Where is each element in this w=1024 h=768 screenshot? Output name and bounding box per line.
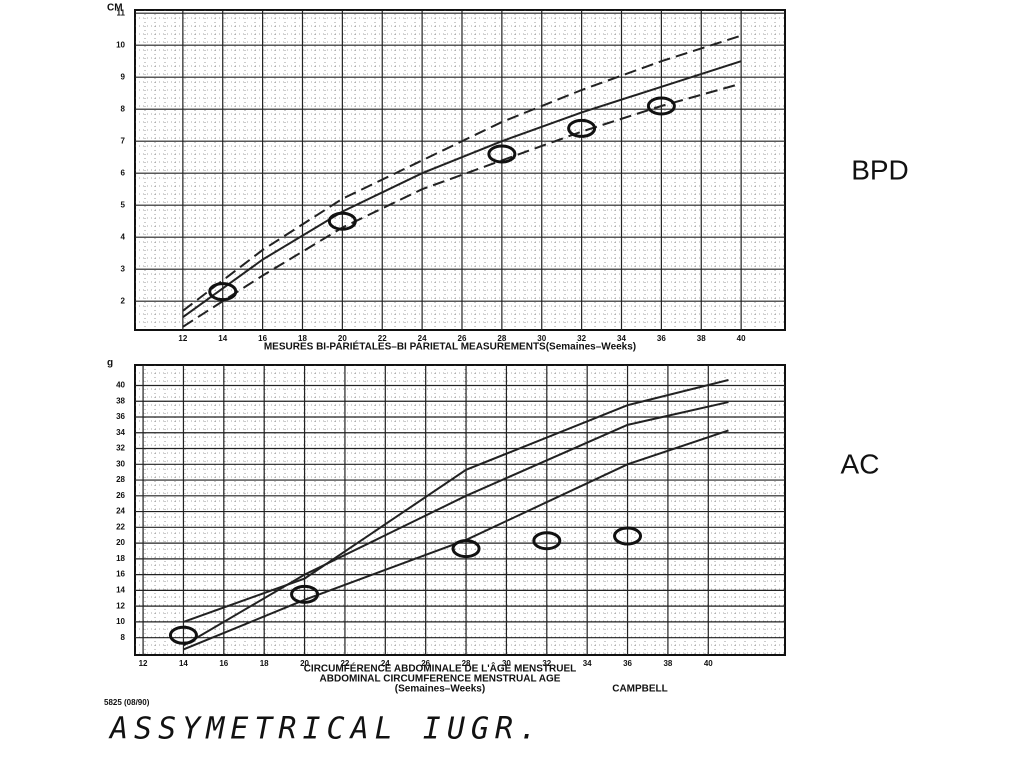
x-tick-label: 16 (219, 659, 228, 668)
x-tick-label: 12 (139, 659, 148, 668)
x-tick-label: 22 (340, 659, 349, 668)
y-tick-label: 24 (116, 507, 125, 516)
x-axis-label: MESURES BI-PARIÉTALES–BI PARIETAL MEASUR… (264, 340, 636, 353)
x-tick-label: 12 (178, 334, 187, 343)
y-tick-label: 10 (116, 617, 125, 626)
x-tick-label: 36 (657, 334, 666, 343)
y-tick-label: 14 (116, 585, 125, 594)
y-unit: g (107, 358, 113, 369)
y-tick-label: 6 (121, 168, 126, 177)
x-tick-label: 14 (179, 659, 188, 668)
x-tick-label: 22 (378, 334, 387, 343)
reference-curve (182, 34, 742, 312)
y-tick-label: 30 (116, 459, 125, 468)
measurement-point (646, 96, 676, 116)
y-tick-label: 7 (121, 136, 126, 145)
measurement-point (613, 526, 643, 546)
y-tick-label: 12 (116, 601, 125, 610)
handwritten-note: ASSYMETRICAL IUGR. (108, 712, 543, 747)
measurement-point (487, 144, 517, 164)
y-tick-label: 10 (116, 40, 125, 49)
x-tick-label: 28 (462, 659, 471, 668)
x-tick-label: 38 (697, 334, 706, 343)
form-code: 5825 (08/90) (104, 698, 150, 707)
x-tick-label: 28 (497, 334, 506, 343)
reference-curve (182, 401, 729, 647)
reference-curve (182, 60, 742, 319)
measurement-point (208, 282, 238, 302)
measurement-point (290, 584, 320, 604)
y-tick-label: 4 (121, 232, 126, 241)
x-tick-label: 20 (300, 659, 309, 668)
y-tick-label: 11 (117, 8, 126, 17)
chart-label: BPD (851, 154, 909, 185)
x-axis-label: CIRCUMFÉRENCE ABDOMINALE DE L'ÂGE MENSTR… (304, 662, 577, 675)
y-tick-label: 16 (116, 570, 125, 579)
measurement-point (567, 118, 597, 138)
x-tick-label: 18 (260, 659, 269, 668)
chart-label: AC (841, 448, 880, 479)
y-tick-label: 18 (116, 554, 125, 563)
plot-area (134, 364, 786, 656)
reference-curve (182, 82, 742, 328)
x-tick-label: 18 (298, 334, 307, 343)
y-tick-label: 34 (116, 428, 125, 437)
y-unit: CM (107, 3, 123, 14)
y-tick-label: 8 (121, 104, 126, 113)
x-tick-label: 32 (577, 334, 586, 343)
x-tick-label: 24 (418, 334, 427, 343)
y-tick-label: 3 (121, 264, 126, 273)
x-tick-label: 30 (502, 659, 511, 668)
y-tick-label: 20 (116, 538, 125, 547)
y-tick-label: 26 (116, 491, 125, 500)
x-tick-label: 38 (663, 659, 672, 668)
x-tick-label: 20 (338, 334, 347, 343)
reference-curve (183, 379, 729, 623)
y-tick-label: 38 (116, 396, 125, 405)
x-tick-label: 24 (381, 659, 390, 668)
source: CAMPBELL (612, 684, 668, 695)
y-tick-label: 9 (121, 72, 126, 81)
measurement-point (327, 211, 357, 231)
x-tick-label: 40 (704, 659, 713, 668)
measurement-point (451, 539, 481, 559)
measurement-point (532, 531, 562, 551)
y-tick-label: 2 (121, 296, 126, 305)
x-tick-label: 26 (458, 334, 467, 343)
y-tick-label: 5 (121, 200, 126, 209)
y-tick-label: 22 (116, 522, 125, 531)
x-axis-label: (Semaines–Weeks) (395, 684, 485, 695)
x-tick-label: 14 (218, 334, 227, 343)
x-tick-label: 36 (623, 659, 632, 668)
x-tick-label: 32 (542, 659, 551, 668)
x-tick-label: 34 (583, 659, 592, 668)
x-tick-label: 30 (537, 334, 546, 343)
y-tick-label: 8 (121, 633, 126, 642)
x-axis-label: ABDOMINAL CIRCUMFERENCE MENSTRUAL AGE (320, 674, 561, 685)
x-tick-label: 34 (617, 334, 626, 343)
y-tick-label: 28 (116, 475, 125, 484)
measurement-point (168, 625, 198, 645)
x-tick-label: 40 (737, 334, 746, 343)
x-tick-label: 16 (258, 334, 267, 343)
y-tick-label: 40 (116, 381, 125, 390)
y-tick-label: 36 (116, 412, 125, 421)
x-tick-label: 26 (421, 659, 430, 668)
y-tick-label: 32 (116, 444, 125, 453)
